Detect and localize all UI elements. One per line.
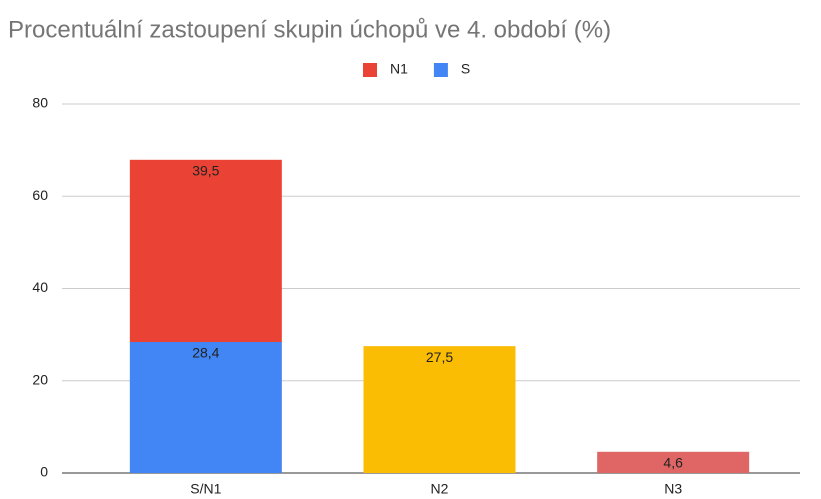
legend-swatch xyxy=(363,63,377,77)
data-label: 39,5 xyxy=(192,163,219,179)
bar xyxy=(597,451,750,473)
y-tick-label: 0 xyxy=(40,464,48,480)
legend-swatch xyxy=(433,63,448,77)
data-label: 28,4 xyxy=(192,345,219,361)
chart-title: Procentuální zastoupení skupin úchopů ve… xyxy=(8,16,611,43)
legend-label: S xyxy=(461,61,470,77)
data-label: 4,6 xyxy=(663,454,683,470)
x-tick-label: N2 xyxy=(431,481,449,497)
x-tick-label: S/N1 xyxy=(190,481,221,497)
y-tick-label: 20 xyxy=(32,371,48,387)
y-tick-label: 80 xyxy=(32,95,48,111)
bar xyxy=(129,342,282,473)
bar xyxy=(129,159,282,343)
bar xyxy=(363,346,516,473)
x-tick-label: N3 xyxy=(664,481,682,497)
y-tick-label: 40 xyxy=(32,279,48,295)
legend-label: N1 xyxy=(390,61,408,77)
y-tick-label: 60 xyxy=(32,187,48,203)
data-label: 27,5 xyxy=(426,349,453,365)
